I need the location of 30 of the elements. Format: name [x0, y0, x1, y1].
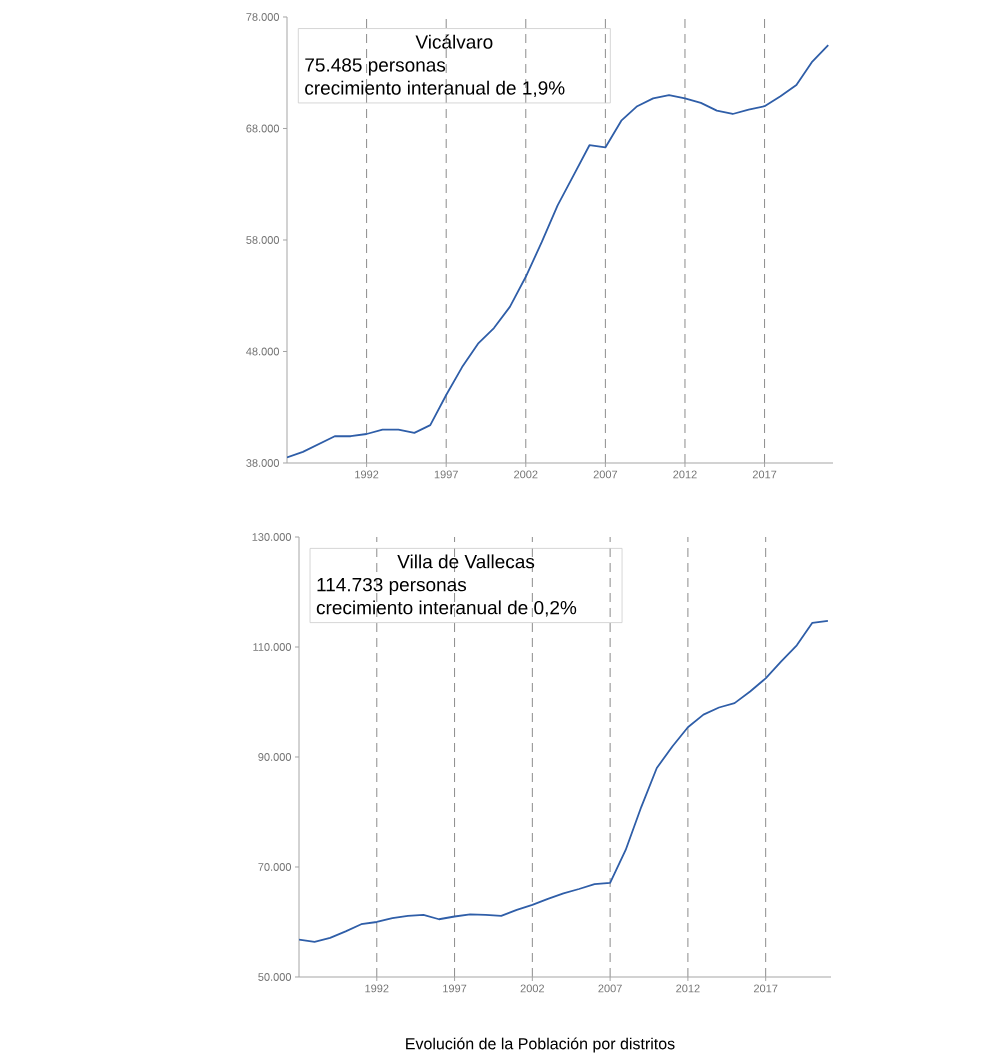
y-tick-label: 48.000 — [246, 347, 280, 356]
y-tick-label: 68.000 — [246, 124, 280, 133]
x-tick-label: 2002 — [514, 470, 538, 479]
y-tick-label: 70.000 — [258, 863, 292, 871]
x-tick-label: 1997 — [434, 470, 458, 479]
x-tick-label: 2002 — [520, 984, 545, 993]
x-tick-label: 2007 — [593, 470, 618, 479]
annotation: crecimiento interanual de 0,2% — [316, 600, 577, 617]
text: Evolución de la Población por distritos — [406, 1037, 675, 1053]
x-tick-label: 2007 — [598, 984, 622, 993]
x-tick-label: 2012 — [673, 470, 697, 479]
y-tick-label: 58.000 — [246, 236, 280, 244]
y-tick-label: 38.000 — [246, 459, 280, 467]
line-series — [299, 620, 829, 943]
y-tick-label: 90.000 — [258, 753, 292, 761]
y-tick-label: 50.000 — [258, 973, 292, 981]
x-tick-label: 2012 — [676, 984, 700, 993]
annotation: 114.733 personas — [317, 577, 467, 596]
y-tick-label: 110.000 — [253, 643, 292, 651]
x-tick-label: 1992 — [355, 470, 379, 479]
y-tick-label: 78.000 — [246, 13, 280, 21]
text: Vicálvaro — [415, 34, 493, 49]
x-tick-label: 1997 — [443, 984, 467, 993]
text: Villa de Vallecas — [397, 554, 535, 569]
annotation: 75.485 personas — [305, 58, 446, 76]
annotation: crecimiento interanual de 1,9% — [305, 80, 565, 97]
y-tick-label: 130.000 — [252, 533, 292, 541]
x-tick-label: 2017 — [752, 470, 777, 479]
x-tick-label: 1992 — [365, 984, 389, 993]
x-tick-label: 2017 — [753, 984, 778, 993]
